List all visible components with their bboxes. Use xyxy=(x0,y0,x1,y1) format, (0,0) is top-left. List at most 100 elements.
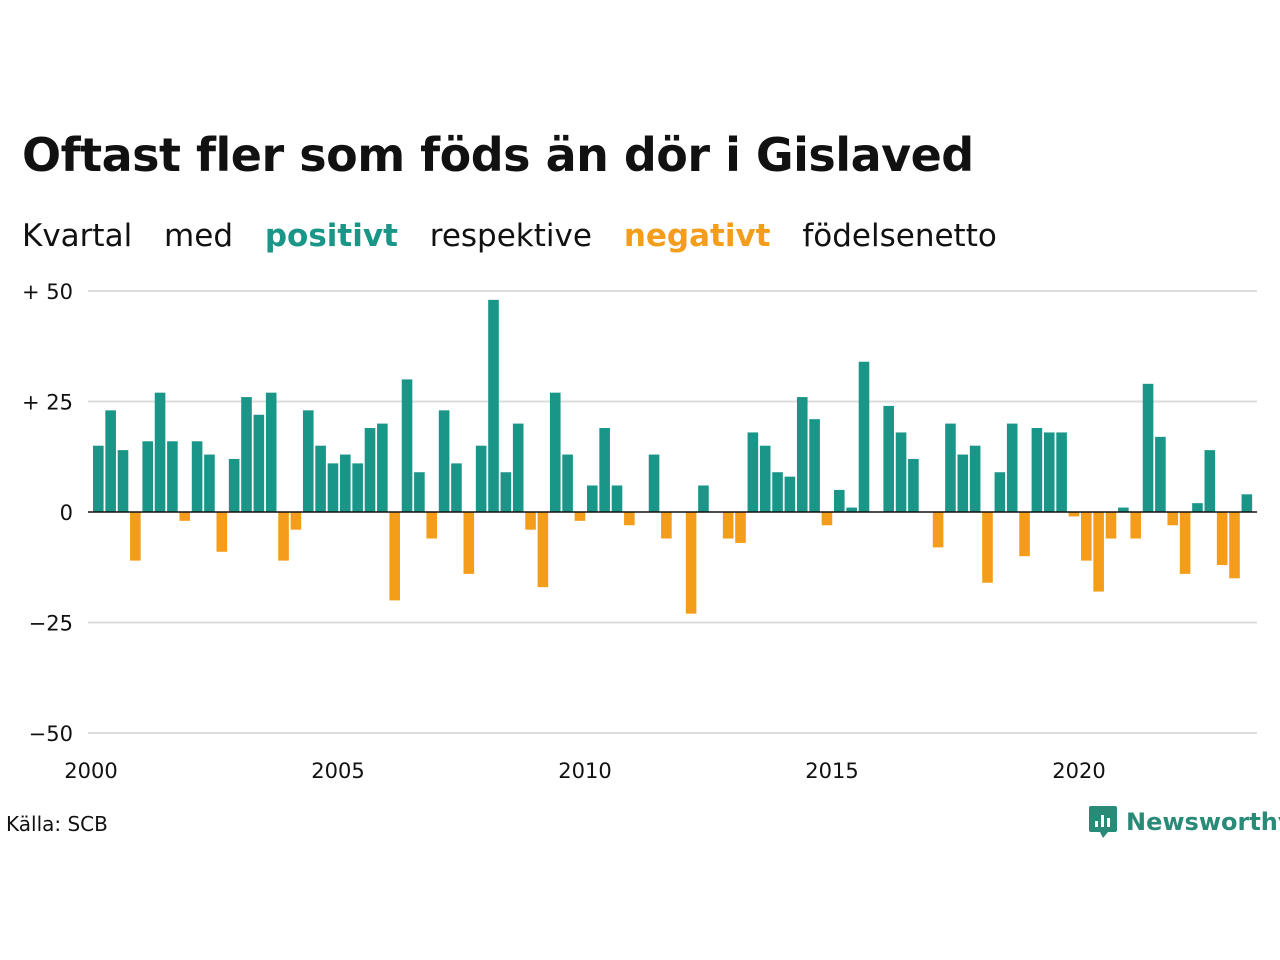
bar xyxy=(142,441,153,512)
bar xyxy=(574,512,586,521)
bar xyxy=(105,410,116,512)
bar xyxy=(1167,512,1179,526)
bar xyxy=(883,405,894,512)
bar xyxy=(1204,450,1216,512)
bar xyxy=(957,454,969,512)
bar xyxy=(796,397,808,512)
axes: + 50 + 25 0 −25 −50 2000 2005 2010 2015 2020 xyxy=(22,280,1257,783)
bar xyxy=(1006,423,1018,512)
bar xyxy=(982,512,993,583)
bar xyxy=(525,512,536,530)
bar xyxy=(834,489,845,512)
bar xyxy=(167,441,178,512)
bar xyxy=(858,361,870,512)
bar xyxy=(1068,512,1080,517)
bar xyxy=(698,485,709,512)
grid-lines xyxy=(88,290,1257,734)
bar xyxy=(204,454,215,512)
bar xyxy=(784,476,796,512)
bar xyxy=(315,445,326,512)
bar xyxy=(352,463,363,512)
bar xyxy=(1118,507,1129,512)
bar xyxy=(908,458,919,512)
bar xyxy=(463,512,475,574)
bar xyxy=(340,454,351,512)
bar xyxy=(994,472,1006,512)
source-note: Källa: SCB xyxy=(6,812,108,836)
bar xyxy=(661,512,672,539)
bar xyxy=(735,512,746,543)
bar xyxy=(278,512,289,561)
bar xyxy=(1142,383,1154,512)
bars xyxy=(93,299,1253,614)
bar xyxy=(1192,503,1203,512)
bar xyxy=(648,454,660,512)
bar xyxy=(809,419,820,512)
bar xyxy=(1105,512,1117,539)
bar xyxy=(500,472,512,512)
bar xyxy=(599,428,610,512)
y-tick-label: −25 xyxy=(29,612,73,636)
y-tick-label: + 50 xyxy=(22,280,73,304)
bar xyxy=(253,414,265,512)
bar xyxy=(364,428,376,512)
bar xyxy=(302,410,314,512)
bar xyxy=(945,423,956,512)
bar xyxy=(624,512,635,526)
bar xyxy=(1130,512,1141,539)
bar xyxy=(1229,512,1240,579)
bar xyxy=(1043,432,1055,512)
bar xyxy=(587,485,598,512)
bar xyxy=(216,512,228,552)
bar xyxy=(290,512,302,530)
bar xyxy=(130,512,141,561)
bar xyxy=(426,512,438,539)
bar xyxy=(1179,512,1191,574)
bar xyxy=(179,512,191,521)
bar xyxy=(488,299,499,512)
bar xyxy=(389,512,400,601)
bar xyxy=(611,485,623,512)
bar xyxy=(685,512,697,614)
bar xyxy=(821,512,833,526)
subtitle-negative-word: negativt xyxy=(623,218,771,254)
bar xyxy=(93,445,104,512)
subtitle-word-respektive: respektive xyxy=(429,218,592,254)
x-tick-label: 2010 xyxy=(558,759,611,783)
bar xyxy=(562,454,573,512)
bar xyxy=(772,472,783,512)
bar xyxy=(932,512,944,548)
bar xyxy=(1155,436,1166,512)
bar xyxy=(191,441,203,512)
bar xyxy=(537,512,549,588)
y-tick-label: −50 xyxy=(29,722,73,746)
brand-logo[interactable]: Newsworthy xyxy=(1088,804,1280,840)
bar-chart: + 50 + 25 0 −25 −50 2000 2005 2010 2015 2020 xyxy=(22,280,1257,783)
bar xyxy=(154,392,166,512)
bar xyxy=(265,392,277,512)
bar xyxy=(1216,512,1228,566)
subtitle-word-med: med xyxy=(164,218,233,254)
bar xyxy=(846,507,857,512)
bar xyxy=(1241,494,1253,512)
bar xyxy=(1019,512,1030,557)
bar xyxy=(117,450,129,512)
bar xyxy=(414,472,425,512)
bar xyxy=(549,392,561,512)
x-tick-label: 2005 xyxy=(311,759,364,783)
x-tick-label: 2020 xyxy=(1052,759,1105,783)
bar xyxy=(475,445,487,512)
bar xyxy=(722,512,734,539)
bar xyxy=(1031,428,1043,512)
chart-subtitle: Kvartal med positivt respektive negativt… xyxy=(22,218,1019,254)
y-tick-label: + 25 xyxy=(22,391,73,415)
bar xyxy=(401,379,413,512)
bar xyxy=(228,458,240,512)
x-tick-label: 2015 xyxy=(805,759,858,783)
bar xyxy=(438,410,450,512)
chart-title: Oftast fler som föds än dör i Gislaved xyxy=(22,128,974,182)
subtitle-word-kvartal: Kvartal xyxy=(22,218,133,254)
bar xyxy=(1093,512,1104,592)
bar xyxy=(327,463,339,512)
bar xyxy=(759,445,771,512)
